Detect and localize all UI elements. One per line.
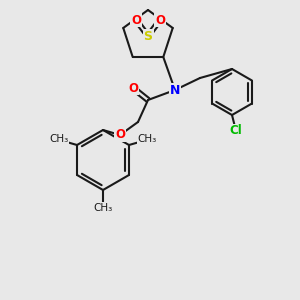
Text: O: O — [115, 128, 125, 142]
Text: N: N — [170, 83, 180, 97]
Text: CH₃: CH₃ — [50, 134, 69, 144]
Text: Cl: Cl — [230, 124, 242, 137]
Text: O: O — [155, 14, 165, 26]
Text: O: O — [131, 14, 141, 26]
Text: O: O — [128, 82, 138, 94]
Text: CH₃: CH₃ — [93, 203, 112, 213]
Text: CH₃: CH₃ — [137, 134, 157, 144]
Text: S: S — [143, 29, 152, 43]
